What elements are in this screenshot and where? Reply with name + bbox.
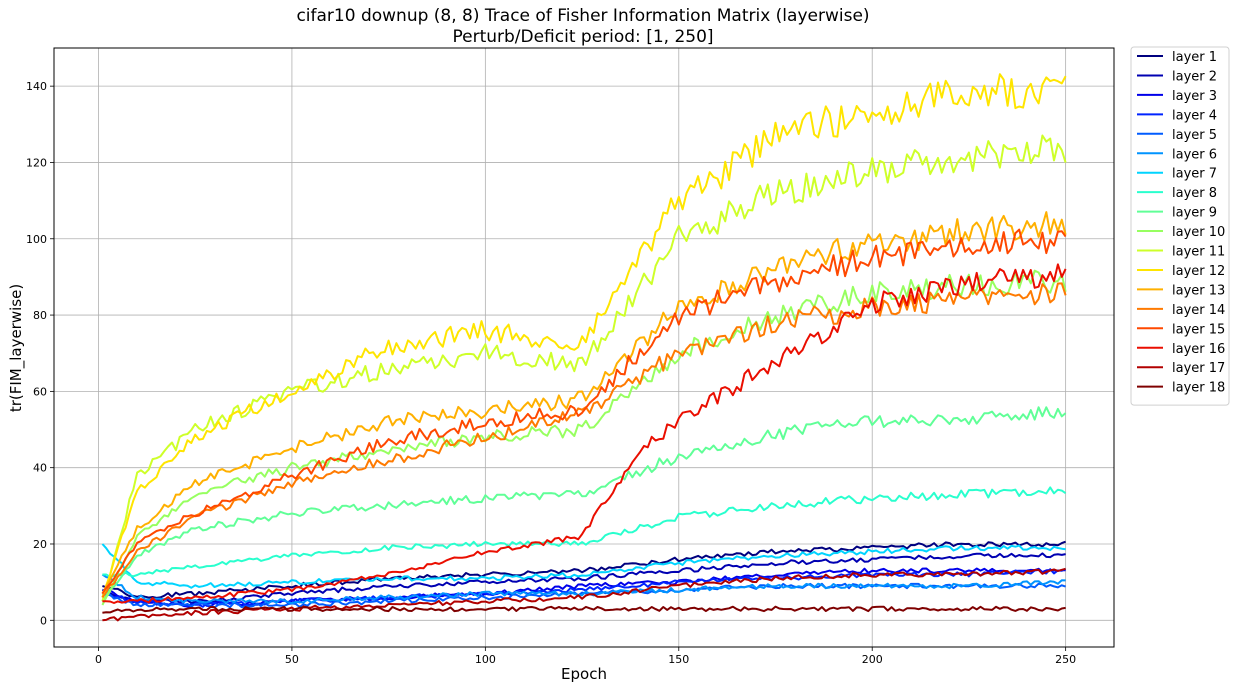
series-line-layer-3 — [102, 567, 1066, 608]
series-line-layer-8 — [102, 486, 1067, 578]
legend-entry: layer 8 — [1172, 186, 1217, 201]
legend-entry: layer 16 — [1172, 342, 1225, 357]
y-tick-label: 0 — [40, 614, 47, 627]
y-tick-label: 100 — [26, 233, 47, 246]
y-tick-label: 80 — [33, 309, 47, 322]
legend: layer 1 layer 2 layer 3 layer 4 layer 5 layer… — [1130, 46, 1230, 406]
legend-entry: layer 9 — [1172, 206, 1217, 221]
series-line-layer-11 — [101, 134, 1067, 602]
legend-entry: layer 4 — [1172, 108, 1217, 123]
y-tick-label: 140 — [26, 80, 47, 93]
legend-entry: layer 14 — [1172, 303, 1225, 318]
series-line-layer-18 — [102, 605, 1066, 614]
legend-entry: layer 17 — [1172, 361, 1225, 376]
legend-entry: layer 18 — [1172, 381, 1225, 396]
x-ticks: 0 50 100 150 200 250 — [95, 647, 1076, 666]
y-tick-label: 60 — [33, 385, 47, 398]
chart-subtitle: Perturb/Deficit period: [1, 250] — [452, 27, 713, 47]
series-line-layer-9 — [101, 406, 1067, 602]
series-line-layer-12 — [101, 73, 1067, 598]
x-tick-label: 250 — [1055, 653, 1076, 666]
x-axis-label: Epoch — [561, 665, 607, 683]
series-line-layer-10 — [101, 269, 1067, 606]
legend-entry: layer 13 — [1172, 283, 1225, 298]
series-line-layer-14 — [101, 282, 1067, 598]
x-tick-label: 200 — [862, 653, 883, 666]
legend-entry: layer 2 — [1172, 69, 1217, 84]
legend-entry: layer 15 — [1172, 322, 1225, 337]
x-tick-label: 50 — [285, 653, 299, 666]
legend-entry: layer 1 — [1172, 50, 1217, 65]
legend-entry: layer 5 — [1172, 128, 1217, 143]
series-line-layer-13 — [101, 211, 1067, 595]
chart-title: cifar10 downup (8, 8) Trace of Fisher In… — [296, 6, 869, 26]
y-tick-label: 120 — [26, 156, 47, 169]
legend-entry: layer 12 — [1172, 264, 1225, 279]
legend-box — [1130, 46, 1230, 406]
y-axis-label: tr(FIM_layerwise) — [7, 284, 26, 412]
legend-entry: layer 10 — [1172, 225, 1225, 240]
series-group — [101, 73, 1067, 622]
legend-entry: layer 6 — [1172, 147, 1217, 162]
legend-entry: layer 11 — [1172, 245, 1225, 260]
y-tick-label: 20 — [33, 538, 47, 551]
legend-entry: layer 3 — [1172, 89, 1217, 104]
x-tick-label: 150 — [668, 653, 689, 666]
plot-area-frame — [53, 47, 1115, 648]
series-line-layer-6 — [101, 573, 1066, 605]
series-line-layer-16 — [102, 263, 1067, 604]
y-ticks: 0 20 40 60 80 100 120 140 — [26, 80, 54, 627]
x-tick-label: 100 — [475, 653, 496, 666]
series-line-layer-7 — [101, 543, 1066, 589]
legend-entry: layer 7 — [1172, 167, 1217, 182]
series-line-layer-15 — [101, 228, 1067, 595]
series-line-layer-1 — [102, 540, 1066, 599]
y-tick-label: 40 — [33, 462, 47, 475]
x-tick-label: 0 — [95, 653, 102, 666]
series-line-layer-2 — [102, 552, 1066, 605]
